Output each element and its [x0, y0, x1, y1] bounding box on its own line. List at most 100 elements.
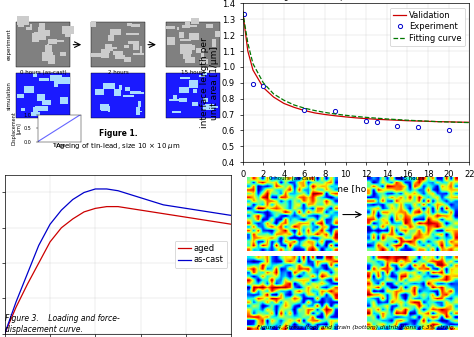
as-cast: [47, 222, 53, 226]
Fitting curve: [353, 114, 359, 118]
Legend: Validation, Experiment, Fitting curve: Validation, Experiment, Fitting curve: [390, 7, 465, 46]
Validation: [425, 119, 431, 123]
Line: as-cast: as-cast: [5, 189, 231, 334]
FancyBboxPatch shape: [184, 80, 187, 82]
Fitting curve: [322, 111, 328, 115]
aged: [228, 222, 234, 226]
FancyBboxPatch shape: [196, 54, 207, 61]
Validation: [322, 113, 328, 117]
FancyBboxPatch shape: [177, 83, 182, 87]
FancyBboxPatch shape: [57, 74, 61, 77]
Fitting curve: [343, 113, 348, 117]
Validation: [353, 116, 359, 120]
as-cast: [161, 203, 166, 207]
FancyBboxPatch shape: [60, 41, 64, 44]
Fitting curve: [301, 106, 307, 110]
FancyBboxPatch shape: [16, 73, 71, 118]
as-cast: [70, 197, 75, 202]
Experiment: [374, 120, 379, 124]
FancyBboxPatch shape: [55, 57, 67, 63]
FancyBboxPatch shape: [169, 32, 174, 40]
FancyBboxPatch shape: [100, 92, 107, 96]
Validation: [301, 109, 307, 113]
aged: [2, 332, 8, 336]
FancyBboxPatch shape: [113, 51, 125, 59]
Validation: [436, 120, 441, 124]
FancyBboxPatch shape: [65, 26, 67, 34]
Experiment: [333, 109, 338, 113]
Experiment: [394, 124, 400, 128]
FancyBboxPatch shape: [30, 87, 40, 92]
Fitting curve: [384, 117, 390, 121]
Fitting curve: [292, 103, 297, 107]
aged: [172, 213, 178, 217]
as-cast: [228, 213, 234, 217]
FancyBboxPatch shape: [109, 86, 114, 90]
FancyBboxPatch shape: [100, 26, 104, 32]
FancyBboxPatch shape: [116, 79, 128, 85]
X-axis label: time [hours]: time [hours]: [328, 184, 384, 193]
Validation: [405, 119, 410, 123]
aged: [104, 205, 109, 209]
Experiment: [415, 125, 420, 129]
FancyBboxPatch shape: [91, 23, 145, 67]
FancyBboxPatch shape: [165, 73, 220, 118]
Validation: [466, 120, 472, 124]
Validation: [415, 119, 420, 123]
Validation: [292, 105, 297, 110]
FancyBboxPatch shape: [116, 32, 126, 38]
Validation: [364, 117, 369, 121]
aged: [206, 219, 211, 223]
Text: experiment: experiment: [7, 29, 12, 60]
aged: [59, 226, 64, 230]
Text: Figure 3.    Loading and force-
displacement curve.: Figure 3. Loading and force- displacemen…: [5, 314, 119, 334]
FancyBboxPatch shape: [129, 32, 137, 36]
FancyBboxPatch shape: [108, 48, 118, 50]
Validation: [240, 9, 246, 13]
FancyBboxPatch shape: [120, 94, 130, 96]
FancyBboxPatch shape: [208, 58, 217, 62]
FancyBboxPatch shape: [31, 87, 45, 91]
FancyBboxPatch shape: [51, 72, 61, 75]
FancyBboxPatch shape: [184, 22, 190, 25]
FancyBboxPatch shape: [127, 89, 136, 92]
FancyBboxPatch shape: [114, 108, 124, 113]
FancyBboxPatch shape: [34, 18, 46, 27]
FancyBboxPatch shape: [207, 83, 220, 85]
Fitting curve: [425, 119, 431, 123]
Fitting curve: [436, 120, 441, 124]
FancyBboxPatch shape: [31, 99, 38, 101]
Y-axis label: Displacement
[μm]: Displacement [μm]: [11, 111, 22, 145]
aged: [92, 206, 98, 210]
FancyBboxPatch shape: [55, 43, 68, 49]
FancyBboxPatch shape: [113, 91, 116, 98]
Validation: [281, 101, 287, 105]
FancyBboxPatch shape: [166, 54, 169, 62]
Fitting curve: [456, 120, 462, 124]
FancyBboxPatch shape: [104, 88, 118, 94]
FancyBboxPatch shape: [34, 75, 37, 77]
FancyBboxPatch shape: [62, 52, 67, 56]
aged: [217, 220, 223, 224]
as-cast: [138, 196, 144, 200]
aged: [25, 282, 30, 286]
Fitting curve: [374, 116, 379, 120]
Experiment: [250, 82, 256, 86]
FancyBboxPatch shape: [28, 47, 40, 55]
FancyBboxPatch shape: [63, 21, 72, 26]
Validation: [250, 68, 256, 72]
Text: 15 hours: 15 hours: [181, 70, 205, 75]
FancyBboxPatch shape: [49, 94, 52, 98]
Fitting curve: [446, 120, 452, 124]
Text: Figure 4. Stress (top) and strain (bottom) distributions at 3% strain.: Figure 4. Stress (top) and strain (botto…: [256, 326, 455, 331]
FancyBboxPatch shape: [65, 30, 75, 33]
FancyBboxPatch shape: [56, 45, 61, 48]
FancyBboxPatch shape: [134, 33, 144, 42]
FancyBboxPatch shape: [205, 105, 217, 109]
Experiment: [301, 108, 307, 112]
aged: [13, 305, 19, 309]
as-cast: [172, 205, 178, 209]
Fitting curve: [312, 109, 318, 113]
FancyBboxPatch shape: [175, 17, 186, 26]
Validation: [456, 120, 462, 124]
